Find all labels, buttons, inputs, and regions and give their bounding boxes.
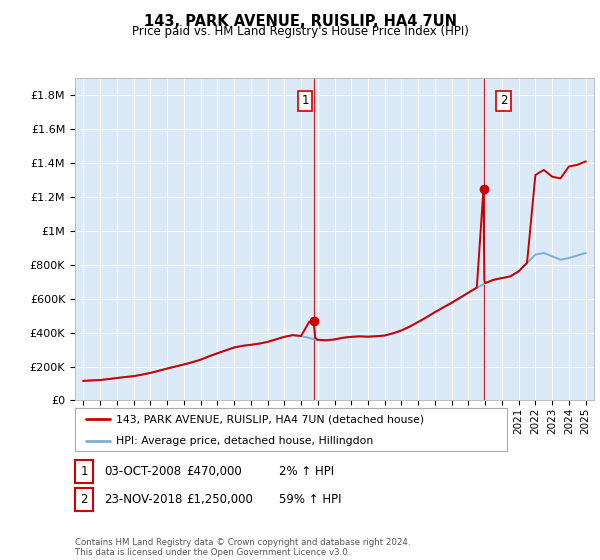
- Text: HPI: Average price, detached house, Hillingdon: HPI: Average price, detached house, Hill…: [116, 436, 373, 446]
- Text: 59% ↑ HPI: 59% ↑ HPI: [279, 493, 341, 506]
- Text: 2: 2: [500, 95, 508, 108]
- Text: 2% ↑ HPI: 2% ↑ HPI: [279, 465, 334, 478]
- Text: 03-OCT-2008: 03-OCT-2008: [104, 465, 181, 478]
- Text: 143, PARK AVENUE, RUISLIP, HA4 7UN: 143, PARK AVENUE, RUISLIP, HA4 7UN: [143, 14, 457, 29]
- Text: £1,250,000: £1,250,000: [186, 493, 253, 506]
- Text: 1: 1: [80, 465, 88, 478]
- Text: 143, PARK AVENUE, RUISLIP, HA4 7UN (detached house): 143, PARK AVENUE, RUISLIP, HA4 7UN (deta…: [116, 414, 424, 424]
- Text: Contains HM Land Registry data © Crown copyright and database right 2024.
This d: Contains HM Land Registry data © Crown c…: [75, 538, 410, 557]
- Text: 2: 2: [80, 493, 88, 506]
- Text: Price paid vs. HM Land Registry's House Price Index (HPI): Price paid vs. HM Land Registry's House …: [131, 25, 469, 38]
- Text: 1: 1: [301, 95, 309, 108]
- Text: 23-NOV-2018: 23-NOV-2018: [104, 493, 182, 506]
- Text: £470,000: £470,000: [186, 465, 242, 478]
